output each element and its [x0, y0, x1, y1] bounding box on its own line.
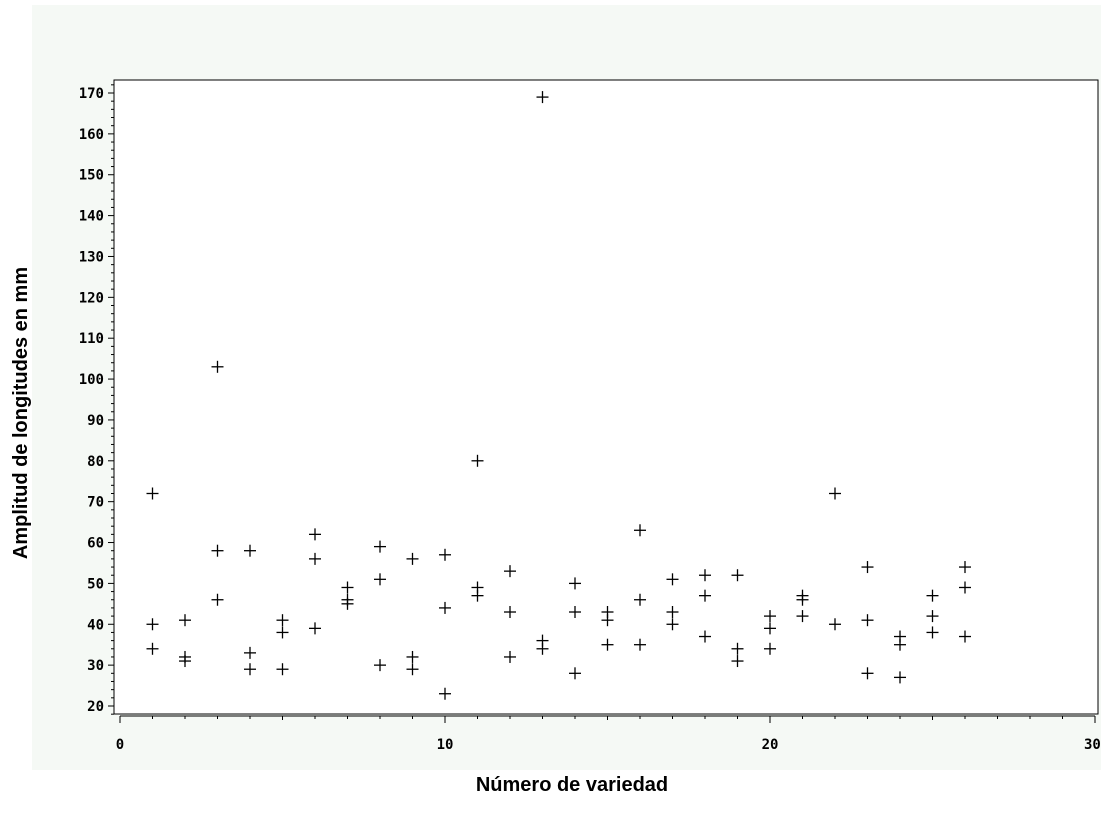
- data-point: [569, 577, 581, 590]
- data-point: [406, 663, 419, 676]
- data-point: [374, 540, 386, 553]
- data-point: [244, 544, 256, 557]
- data-point: [244, 646, 256, 659]
- data-point: [926, 626, 939, 639]
- data-point: [471, 589, 484, 602]
- data-point: [374, 659, 386, 672]
- data-points: [146, 91, 971, 700]
- plot-area: [113, 79, 1099, 715]
- y-tick-label: 70: [87, 495, 104, 511]
- data-point: [796, 593, 809, 606]
- y-axis: 20 30 40 50 60 70 80 90 100 110 120 130 140 150 160 170: [79, 84, 114, 715]
- data-point: [731, 655, 744, 668]
- plot-frame: [113, 79, 1099, 715]
- data-point: [861, 561, 874, 574]
- data-point: [276, 626, 289, 639]
- y-tick-label: 170: [79, 86, 104, 102]
- data-point: [699, 630, 711, 643]
- data-point: [959, 630, 971, 643]
- data-point: [146, 487, 159, 500]
- data-point: [926, 589, 939, 602]
- x-tick-label: 30: [1084, 737, 1101, 753]
- y-tick-label: 120: [79, 290, 104, 306]
- data-point: [731, 569, 744, 582]
- data-point: [341, 597, 354, 610]
- data-point: [926, 610, 939, 623]
- y-tick-label: 50: [87, 576, 104, 592]
- data-point: [309, 552, 321, 565]
- data-point: [634, 524, 646, 537]
- x-axis: 0 10 20 30: [116, 715, 1101, 753]
- data-point: [211, 360, 224, 373]
- data-point: [504, 565, 516, 578]
- data-point: [666, 573, 679, 586]
- data-point: [764, 622, 776, 635]
- data-point: [146, 618, 159, 631]
- data-point: [309, 622, 321, 635]
- data-point: [894, 671, 906, 684]
- y-tick-label: 90: [87, 413, 104, 429]
- data-point: [179, 655, 191, 668]
- y-tick-label: 40: [87, 617, 104, 633]
- data-point: [504, 650, 516, 663]
- data-point: [666, 618, 679, 631]
- y-tick-label: 130: [79, 249, 104, 265]
- y-tick-label: 30: [87, 658, 104, 674]
- data-point: [634, 593, 646, 606]
- x-tick-label: 20: [762, 737, 779, 753]
- y-tick-label: 80: [87, 454, 104, 470]
- data-point: [601, 638, 614, 651]
- y-tick-label: 160: [79, 127, 104, 143]
- data-point: [601, 614, 614, 627]
- x-tick-label: 10: [437, 737, 454, 753]
- data-point: [634, 638, 646, 651]
- y-tick-label: 100: [79, 372, 104, 388]
- data-point: [764, 642, 776, 655]
- data-point: [829, 618, 841, 631]
- data-point: [796, 610, 809, 623]
- y-axis-title: Amplitud de longitudes en mm: [10, 267, 32, 559]
- data-point: [699, 569, 711, 582]
- data-point: [731, 642, 744, 655]
- data-point: [309, 528, 321, 541]
- data-point: [341, 581, 354, 594]
- data-point: [861, 667, 874, 680]
- data-point: [439, 601, 451, 614]
- data-point: [406, 650, 419, 663]
- data-point: [374, 573, 386, 586]
- data-point: [179, 614, 191, 627]
- data-point: [276, 614, 289, 627]
- data-point: [471, 454, 484, 467]
- data-point: [406, 552, 419, 565]
- data-point: [244, 663, 256, 676]
- data-point: [211, 544, 224, 557]
- data-point: [861, 614, 874, 627]
- data-point: [536, 642, 549, 655]
- data-point: [146, 642, 159, 655]
- y-tick-label: 20: [87, 699, 104, 715]
- data-point: [699, 589, 711, 602]
- data-point: [764, 610, 776, 623]
- data-point: [211, 593, 224, 606]
- data-point: [504, 606, 516, 619]
- data-point: [959, 561, 971, 574]
- data-point: [569, 606, 581, 619]
- y-tick-label: 60: [87, 536, 104, 552]
- data-point: [439, 687, 451, 700]
- data-point: [439, 548, 451, 561]
- y-tick-label: 110: [79, 331, 104, 347]
- x-tick-label: 0: [116, 737, 124, 753]
- data-point: [666, 606, 679, 619]
- data-point: [894, 638, 906, 651]
- y-tick-label: 150: [79, 168, 104, 184]
- y-tick-label: 140: [79, 209, 104, 225]
- data-point: [536, 91, 549, 104]
- x-axis-title: Número de variedad: [476, 774, 668, 796]
- data-point: [569, 667, 581, 680]
- data-point: [829, 487, 841, 500]
- data-point: [959, 581, 971, 594]
- data-point: [276, 663, 289, 676]
